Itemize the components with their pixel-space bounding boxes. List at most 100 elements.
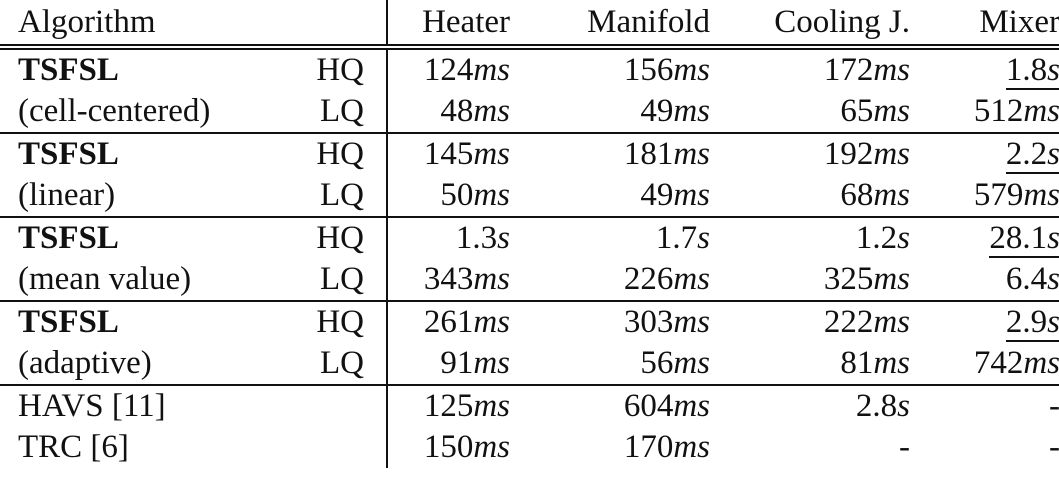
cell-value: - [899,429,910,465]
algorithm-name: TRC [6] [18,429,129,465]
value-number: 125 [423,388,474,424]
value-unit: ms [873,52,910,88]
cell-cooling: 65ms [720,91,920,133]
value-number: 150 [423,429,474,465]
value-unit: ms [473,429,510,465]
cell-mixer: 2.2s [920,132,1059,175]
cell-manifold: 49ms [520,91,720,133]
cell-cooling: 81ms [720,343,920,385]
cell-heater: 1.3s [386,216,520,259]
value-number: 170 [623,429,674,465]
header-cooling: Cooling J. [720,0,920,50]
value-number: 6.4 [1005,261,1048,297]
quality-label: HQ [296,300,387,343]
value-unit: ms [473,304,510,340]
cell-heater: 48ms [386,91,520,133]
cell-value: 192ms [824,136,910,172]
value-number: 181 [623,136,674,172]
value-number: 226 [623,261,674,297]
value-unit: ms [673,388,710,424]
cell-cooling: 325ms [720,259,920,301]
header-mixer: Mixer [920,0,1059,50]
quality-label: LQ [320,261,364,297]
cell-heater: 261ms [386,300,520,343]
cell-manifold: 181ms [520,132,720,175]
cell-heater: 145ms [386,132,520,175]
quality-label: LQ [320,93,364,129]
algorithm-name: HAVS [11] [0,384,296,427]
cell-value: 65ms [840,93,910,129]
value-number: - [1049,388,1059,424]
value-number: 192 [823,136,874,172]
value-number: 49 [640,93,674,129]
value-unit: ms [873,93,910,129]
value-unit: ms [673,136,710,172]
value-unit: ms [873,261,910,297]
cell-heater: 150ms [386,427,520,468]
cell-value: 2.9s [1005,304,1059,342]
cell-cooling: 172ms [720,47,920,91]
cell-value: 156ms [624,52,710,88]
cell-value: 28.1s [989,220,1059,258]
cell-value: 512ms [974,93,1059,129]
value-number: 1.8 [1005,52,1048,88]
cell-value: 49ms [640,177,710,213]
value-unit: ms [673,177,710,213]
value-unit: s [1047,304,1059,340]
value-unit: ms [473,345,510,381]
cell-value: 1.7s [656,220,710,256]
quality-label: HQ [316,52,364,88]
cell-value: 222ms [824,304,910,340]
cell-value: 325ms [824,261,910,297]
algorithm-name: (linear) [18,177,116,213]
value-unit: s [497,220,510,256]
cell-manifold: 156ms [520,47,720,91]
value-number: 28.1 [989,220,1048,256]
value-number: 742 [973,345,1024,381]
cell-mixer: 742ms [920,343,1059,385]
table-row: TRC [6] 150ms 170ms - - [0,427,1059,468]
quality-label: LQ [320,177,364,213]
value-number: 49 [640,177,674,213]
cell-value: 172ms [824,52,910,88]
cell-value: 6.4s [1006,261,1059,297]
value-unit: ms [1023,177,1059,213]
table-header-row: Algorithm Heater Manifold Cooling J. Mix… [0,0,1059,50]
value-unit: ms [873,136,910,172]
value-number: 91 [440,345,474,381]
value-unit: s [1047,261,1059,297]
cell-value: 2.8s [856,388,910,424]
value-unit: ms [673,304,710,340]
cell-value: 170ms [624,429,710,465]
value-number: 172 [823,52,874,88]
table-row: TSFSL HQ 261ms 303ms 222ms 2.9s [0,300,1059,343]
cell-value: 125ms [424,388,510,424]
value-unit: ms [473,261,510,297]
cell-mixer: 28.1s [920,216,1059,259]
cell-cooling: 222ms [720,300,920,343]
cell-value: 226ms [624,261,710,297]
value-unit: ms [873,345,910,381]
algorithm-name: (mean value) [18,261,192,297]
cell-heater: 50ms [386,175,520,217]
value-number: 604 [623,388,674,424]
value-unit: ms [473,52,510,88]
value-unit: ms [673,429,710,465]
value-number: 145 [423,136,474,172]
value-number: 325 [823,261,874,297]
value-unit: ms [673,52,710,88]
cell-value: 579ms [974,177,1059,213]
cell-value: 1.8s [1005,52,1059,90]
value-number: 1.3 [455,220,498,256]
value-number: 156 [623,52,674,88]
value-unit: s [897,388,910,424]
cell-value: 49ms [640,93,710,129]
cell-value: 2.2s [1005,136,1059,174]
value-number: - [1049,429,1059,465]
value-unit: ms [673,261,710,297]
cell-manifold: 170ms [520,427,720,468]
cell-value: 124ms [424,52,510,88]
algorithm-name: TSFSL [18,52,119,88]
value-number: 2.9 [1005,304,1048,340]
value-unit: ms [873,177,910,213]
